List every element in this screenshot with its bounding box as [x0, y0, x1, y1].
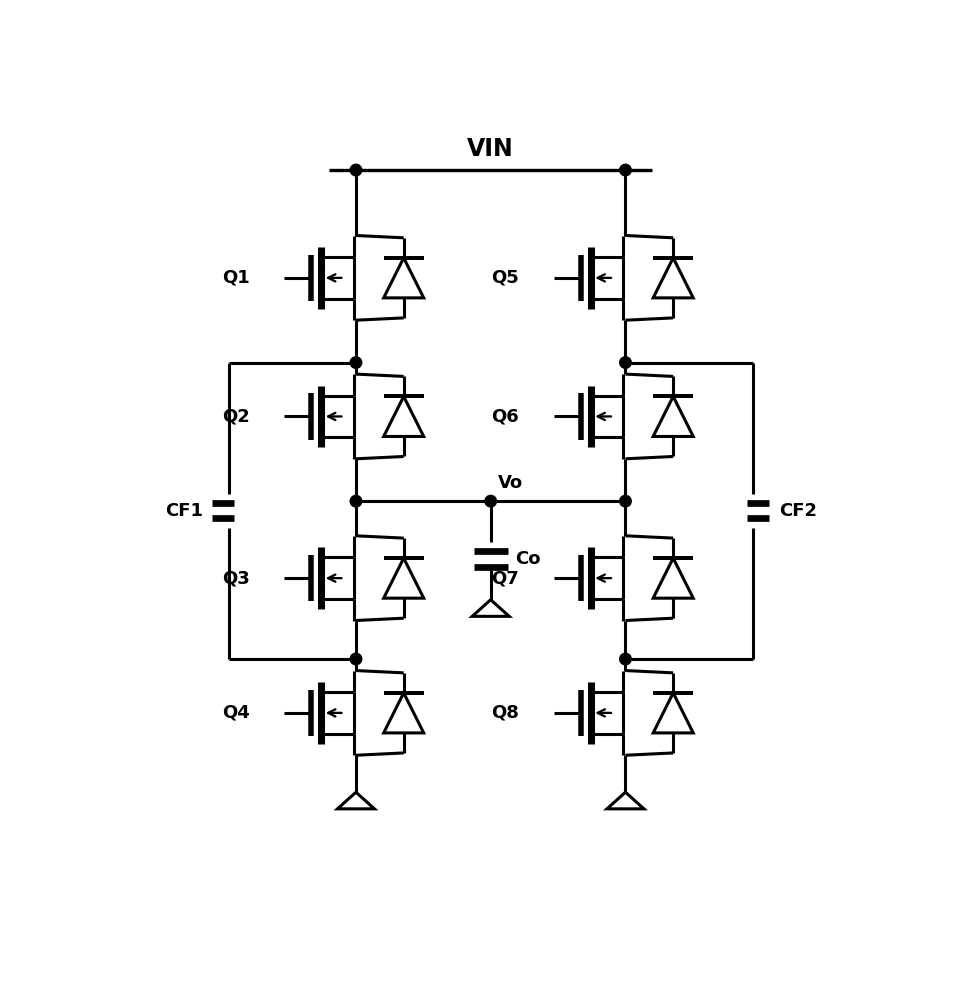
- Text: Co: Co: [515, 550, 541, 568]
- Circle shape: [619, 495, 631, 507]
- Circle shape: [350, 653, 362, 665]
- Circle shape: [619, 164, 631, 176]
- Circle shape: [619, 357, 631, 368]
- Text: Q5: Q5: [491, 269, 519, 287]
- Text: Q3: Q3: [221, 569, 250, 587]
- Text: Q6: Q6: [491, 407, 519, 425]
- Circle shape: [619, 653, 631, 665]
- Text: Q4: Q4: [221, 704, 250, 722]
- Text: CF2: CF2: [779, 502, 816, 520]
- Text: Q7: Q7: [491, 569, 519, 587]
- Text: Q1: Q1: [221, 269, 250, 287]
- Circle shape: [350, 357, 362, 368]
- Text: VIN: VIN: [467, 137, 514, 161]
- Text: Q2: Q2: [221, 407, 250, 425]
- Circle shape: [485, 495, 497, 507]
- Circle shape: [350, 495, 362, 507]
- Text: Vo: Vo: [499, 474, 523, 492]
- Circle shape: [350, 164, 362, 176]
- Text: Q8: Q8: [491, 704, 519, 722]
- Text: CF1: CF1: [165, 502, 203, 520]
